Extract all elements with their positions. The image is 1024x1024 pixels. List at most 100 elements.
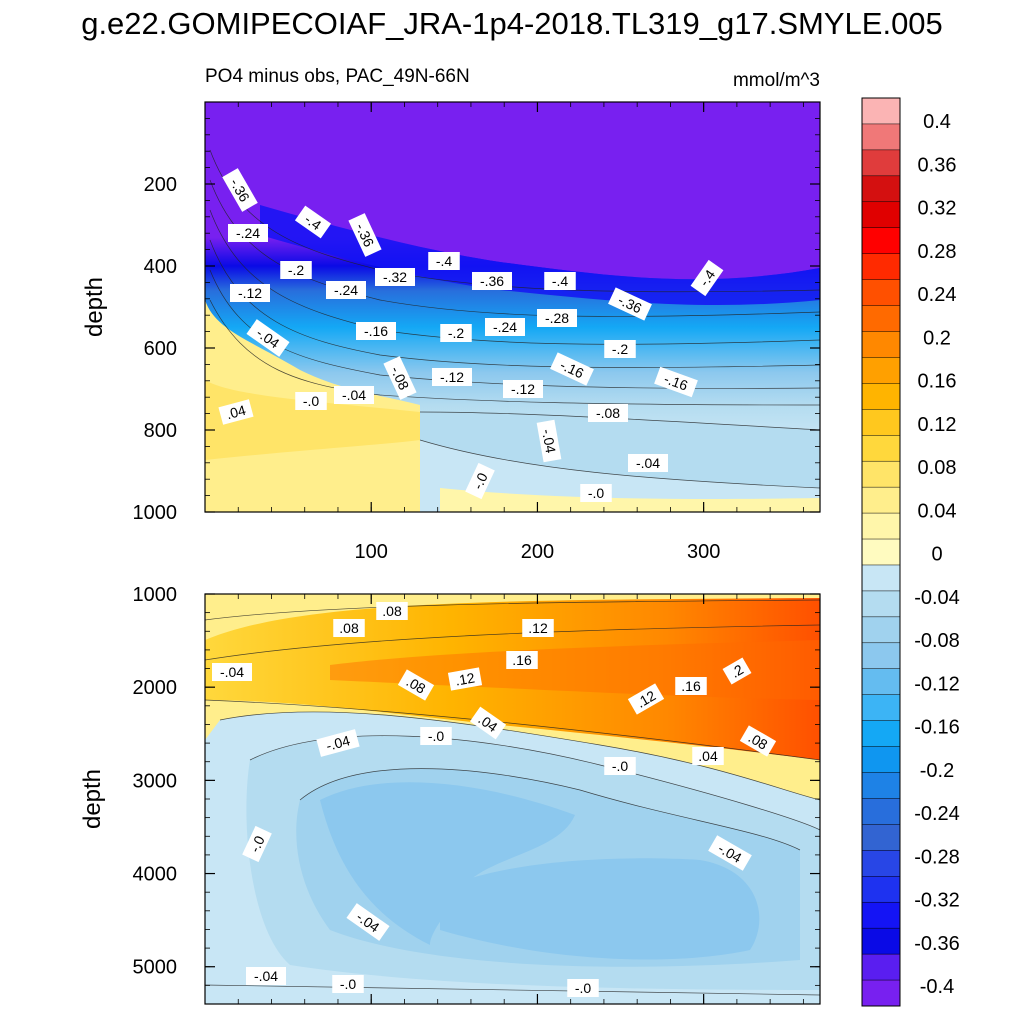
colorbar-label: -0.36 [914,933,960,955]
contour-label: -.4 [428,252,460,270]
contour-label-text: .16 [512,652,532,668]
contour-label-box [383,356,417,400]
contour-label-text: -.4 [436,253,453,269]
colorbar-swatch [862,746,900,774]
contour-label: -.08 [588,404,628,422]
colorbar-swatch [862,539,900,566]
colorbar-swatch [862,616,900,644]
colorbar-swatch [862,513,900,540]
colorbar-label: -0.16 [914,717,960,739]
x-tick-label: 200 [521,541,554,563]
contour-label: -.04 [212,663,252,681]
contour-label: .16 [506,651,538,669]
lower-y-axis-title: depth [79,769,106,829]
contour-label-box [316,729,360,757]
contour-label: -.04 [334,386,374,404]
colorbar-swatch [862,253,900,281]
contour-label-box [376,602,408,620]
contour-label-text: -.24 [493,319,517,335]
contour-label: .12 [627,683,665,715]
contour-label-text: -.2 [612,341,629,357]
colorbar-label: -0.12 [914,673,960,695]
colorbar-swatch [862,694,900,722]
contour-label: -.0 [420,727,452,745]
colorbar: 0.4 0.36 0.32 0.28 0.24 0.2 0.16 0.12 0.08 0.04 0 -… [861,97,960,1007]
contour-label: .04 [692,747,724,765]
contour-label-box [627,683,665,715]
contour-label-box [375,268,415,286]
colorbar-label: 0.4 [923,111,951,133]
y-tick-label: 400 [144,256,177,278]
figure-title: g.e22.GOMIPECOIAF_JRA-1p4-2018.TL319_g17… [81,6,943,41]
contour-label: -.24 [326,281,366,299]
contour-label-box [447,667,483,691]
colorbar-swatch [862,954,900,981]
contour-label: -.0 [604,757,636,775]
contour-label: -.24 [228,224,268,242]
contour-label-box [675,677,707,695]
contour-label: .16 [675,677,707,695]
colorbar-swatch [862,772,900,799]
contour-label-box [242,825,272,863]
contour-label-box [228,224,268,242]
contour-label-text: .04 [225,402,248,423]
contour-label-box [604,757,636,775]
y-tick-label: 3000 [133,770,178,792]
contour-label-box [294,205,332,239]
contour-label-box [708,835,752,871]
contour-label: .12 [522,619,554,637]
contour-label-text: -.04 [539,428,559,455]
colorbar-label: -0.2 [920,760,954,782]
upper-panel-contour-labels: -.36-.4 -.36-.24-.2-.24-.32-.4-.36 -.4-.36… [218,168,724,502]
colorbar-swatch [862,409,900,436]
contour-label-box [690,259,724,297]
contour-label-box [608,287,652,321]
contour-label-text: -.04 [342,387,366,403]
y-tick-label: 200 [144,174,177,196]
colorbar-label: -0.08 [914,630,960,652]
y-tick-label: 5000 [133,957,178,979]
contour-label-box [506,651,538,669]
contour-label-box [246,319,290,357]
contour-label-box [469,706,507,740]
colorbar-swatch [862,798,900,825]
contour-label-text: -.2 [448,325,465,341]
contour-label-box [536,419,562,463]
colorbar-swatch [862,876,900,903]
contour-label: -.16 [654,366,698,398]
contour-label-box [346,903,390,941]
colorbar-swatch [862,564,900,592]
contour-label: -.16 [356,322,396,340]
contour-label: -.36 [348,213,382,257]
contour-label-box [485,318,525,336]
contour-label-text: -.04 [220,664,244,680]
contour-label-box [588,404,628,422]
contour-label-text: -.36 [480,273,504,289]
contour-label-box [280,261,312,279]
colorbar-swatch [862,201,900,229]
y-tick-label: 1000 [133,584,178,606]
contour-label: .08 [333,619,365,637]
colorbar-label: 0.16 [918,371,957,393]
contour-label-box [222,168,258,212]
contour-label-box [604,340,636,358]
contour-label-text: .04 [698,748,718,764]
contour-label: -.04 [536,419,562,463]
contour-label-box [212,663,252,681]
contour-label-text: -.0 [428,728,445,744]
contour-label-box [472,272,512,290]
contour-label-text: -.0 [303,393,320,409]
y-tick-label: 2000 [133,677,178,699]
contour-label: -.12 [432,368,472,386]
contour-label-text: -.0 [469,470,490,492]
contour-label-box [580,484,612,502]
colorbar-label: 0 [931,544,942,566]
contour-label-box [246,967,286,985]
contour-label-box [550,352,594,386]
colorbar-label: 0.08 [918,457,957,479]
upper-panel-frame [204,101,821,513]
contour-label-box [544,272,576,290]
contour-label-text: -.12 [511,381,535,397]
contour-label-text: -.28 [545,310,569,326]
